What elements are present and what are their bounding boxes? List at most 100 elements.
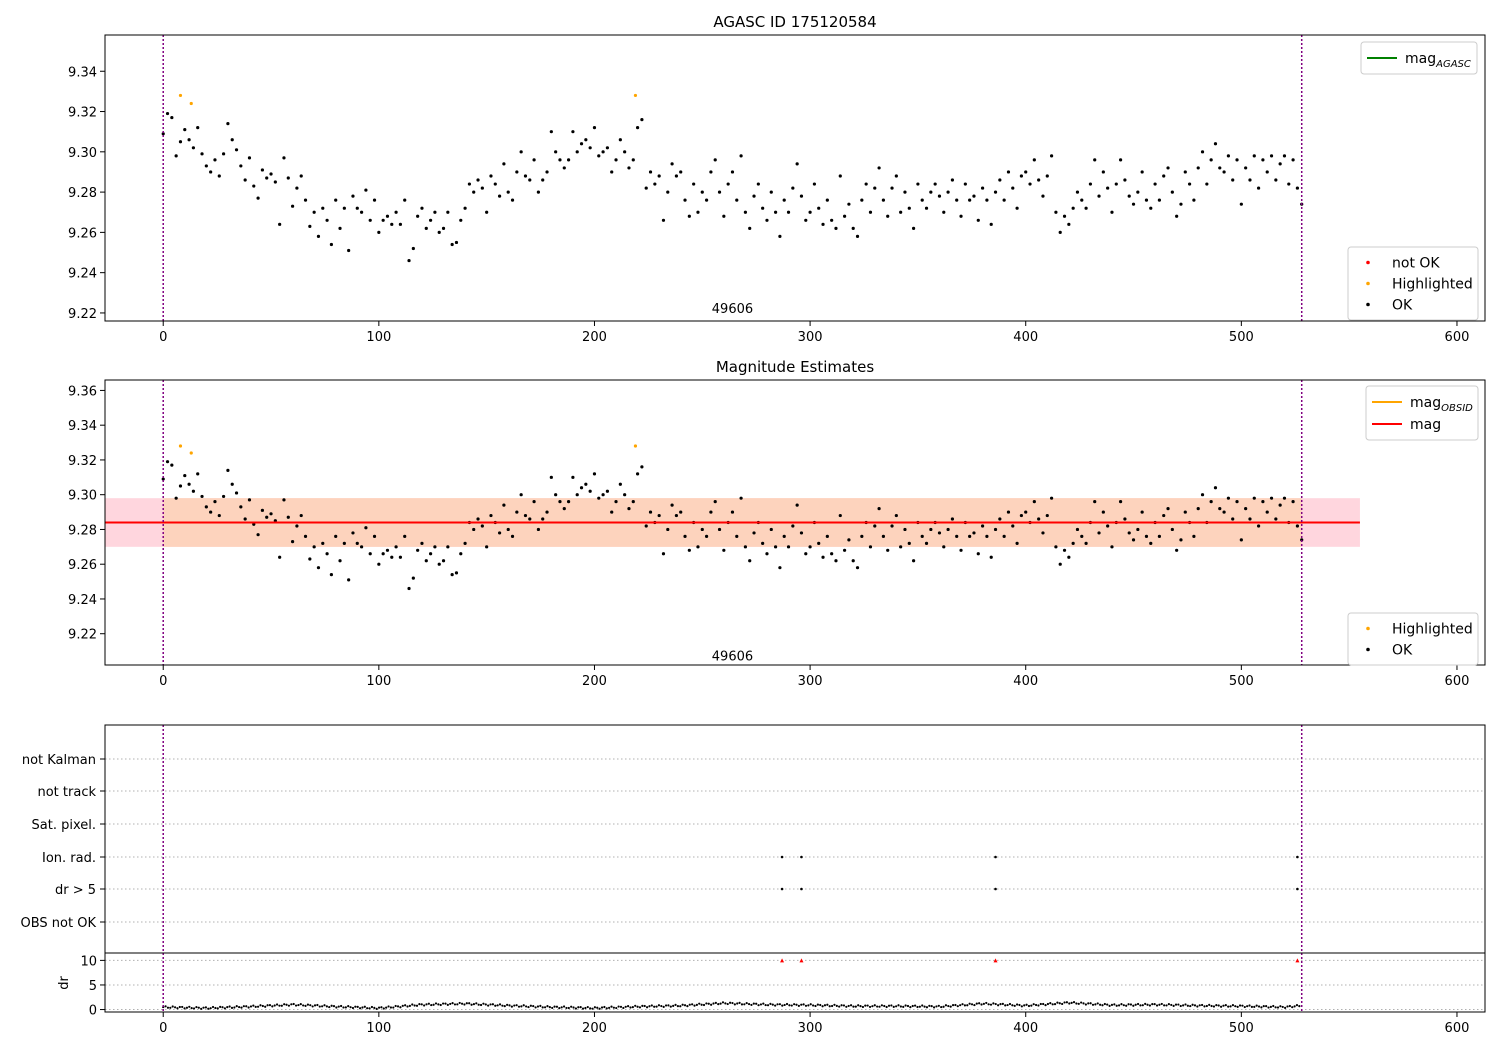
- dr-point: [190, 1007, 193, 1010]
- ok-point: [1123, 178, 1127, 182]
- ok-point: [230, 482, 234, 486]
- ok-point: [929, 527, 933, 532]
- dr-point: [631, 1006, 634, 1009]
- p1-axes-frame: [104, 34, 1486, 322]
- dr-point: [710, 1003, 713, 1006]
- ok-point: [312, 210, 316, 214]
- dr-point: [1134, 1003, 1137, 1006]
- dr-point: [650, 1004, 653, 1007]
- ok-point: [959, 548, 963, 552]
- dr-point: [721, 1001, 725, 1004]
- ok-point: [657, 513, 661, 518]
- ok-point: [1269, 496, 1274, 500]
- dr-point: [788, 1004, 791, 1007]
- ok-point: [1295, 524, 1300, 528]
- ok-point: [416, 548, 420, 552]
- dr-point: [603, 1005, 606, 1009]
- dr-point: [254, 1005, 257, 1008]
- ok-point: [282, 156, 286, 160]
- legend-box: [1347, 246, 1479, 321]
- dr-point: [1238, 1004, 1242, 1007]
- dr-point: [487, 1004, 490, 1007]
- flag-row-label: OBS not OK: [21, 916, 97, 931]
- p1-ytick-label: 9.24: [68, 267, 97, 282]
- ok-point: [881, 198, 886, 202]
- ok-point: [316, 234, 321, 239]
- ok-point: [756, 182, 760, 186]
- ok-point: [325, 552, 329, 556]
- ok-point: [204, 505, 208, 509]
- dr-point: [309, 1004, 312, 1007]
- dr-point: [899, 1005, 902, 1008]
- p1-xtick-tick-label: 200: [582, 330, 607, 345]
- flag-row-label: not track: [37, 785, 96, 800]
- ok-point: [1045, 174, 1049, 178]
- dr-point: [207, 1007, 210, 1010]
- ok-point: [1011, 524, 1015, 528]
- dr-point: [1030, 1004, 1033, 1007]
- ok-point: [640, 465, 644, 469]
- dr-point: [1122, 1004, 1125, 1007]
- dr-point: [1108, 1004, 1111, 1007]
- ok-point: [325, 218, 329, 222]
- dr-point: [240, 1006, 243, 1009]
- p2-ytick-label: 9.24: [68, 593, 97, 608]
- dr-point: [1189, 1004, 1192, 1008]
- dr-point: [185, 1006, 189, 1009]
- ok-point: [847, 538, 851, 542]
- dr-point: [318, 1005, 321, 1008]
- dr-point: [679, 1005, 682, 1008]
- dr-point: [368, 1007, 371, 1010]
- ok-point: [834, 559, 838, 563]
- dr-point: [1089, 1002, 1092, 1005]
- ok-point: [497, 531, 502, 535]
- dr-point: [444, 1002, 447, 1005]
- ok-point: [980, 186, 985, 190]
- dr-point: [1269, 1005, 1272, 1008]
- dr-point: [1082, 1002, 1085, 1005]
- dr-point: [1208, 1003, 1211, 1006]
- ok-point: [704, 198, 709, 202]
- p1-xtick-tick-label: 500: [1229, 330, 1254, 345]
- ok-point: [1049, 154, 1054, 158]
- dr-point: [759, 1003, 763, 1006]
- p2-ytick-label: 9.26: [68, 558, 97, 573]
- dr-point: [475, 1002, 478, 1005]
- ok-point: [536, 527, 541, 532]
- dr-point: [1027, 1004, 1031, 1008]
- dr-point: [1132, 1004, 1135, 1007]
- dr-point: [698, 1002, 701, 1005]
- ok-point: [1166, 166, 1170, 170]
- dr-point: [498, 1003, 502, 1006]
- dr-point: [302, 1004, 305, 1007]
- dr-point: [299, 1003, 302, 1006]
- dr-point: [617, 1005, 620, 1008]
- dr-point: [978, 1002, 981, 1005]
- dr-point: [1243, 1005, 1246, 1009]
- dr-clipped-marker: [993, 958, 998, 963]
- dr-point: [1155, 1004, 1159, 1007]
- ok-point: [1114, 182, 1118, 186]
- dr-point: [562, 1005, 566, 1008]
- ok-point: [446, 210, 450, 214]
- ok-point: [1093, 500, 1097, 504]
- dr-clipped-marker: [780, 958, 785, 963]
- ok-point: [644, 524, 648, 528]
- dr-point: [377, 1006, 381, 1009]
- dr-point: [771, 1003, 774, 1006]
- dr-point: [460, 1002, 464, 1005]
- dr-point: [989, 1003, 993, 1006]
- flag-row-label: dr > 5: [55, 883, 96, 898]
- dr-point: [228, 1005, 231, 1008]
- dr-point: [259, 1004, 262, 1007]
- dr-point: [921, 1004, 924, 1007]
- ok-point: [433, 210, 437, 214]
- dr-point: [181, 1005, 184, 1009]
- dr-point: [994, 1002, 997, 1006]
- ok-point: [476, 517, 480, 521]
- panel-flags: not Kalman not track Sat. pixel. Ion. rad. d…: [21, 724, 1486, 1036]
- dr-point: [762, 1002, 765, 1005]
- ok-point: [644, 186, 648, 190]
- dr-point: [830, 1004, 834, 1008]
- ok-point: [1300, 538, 1304, 542]
